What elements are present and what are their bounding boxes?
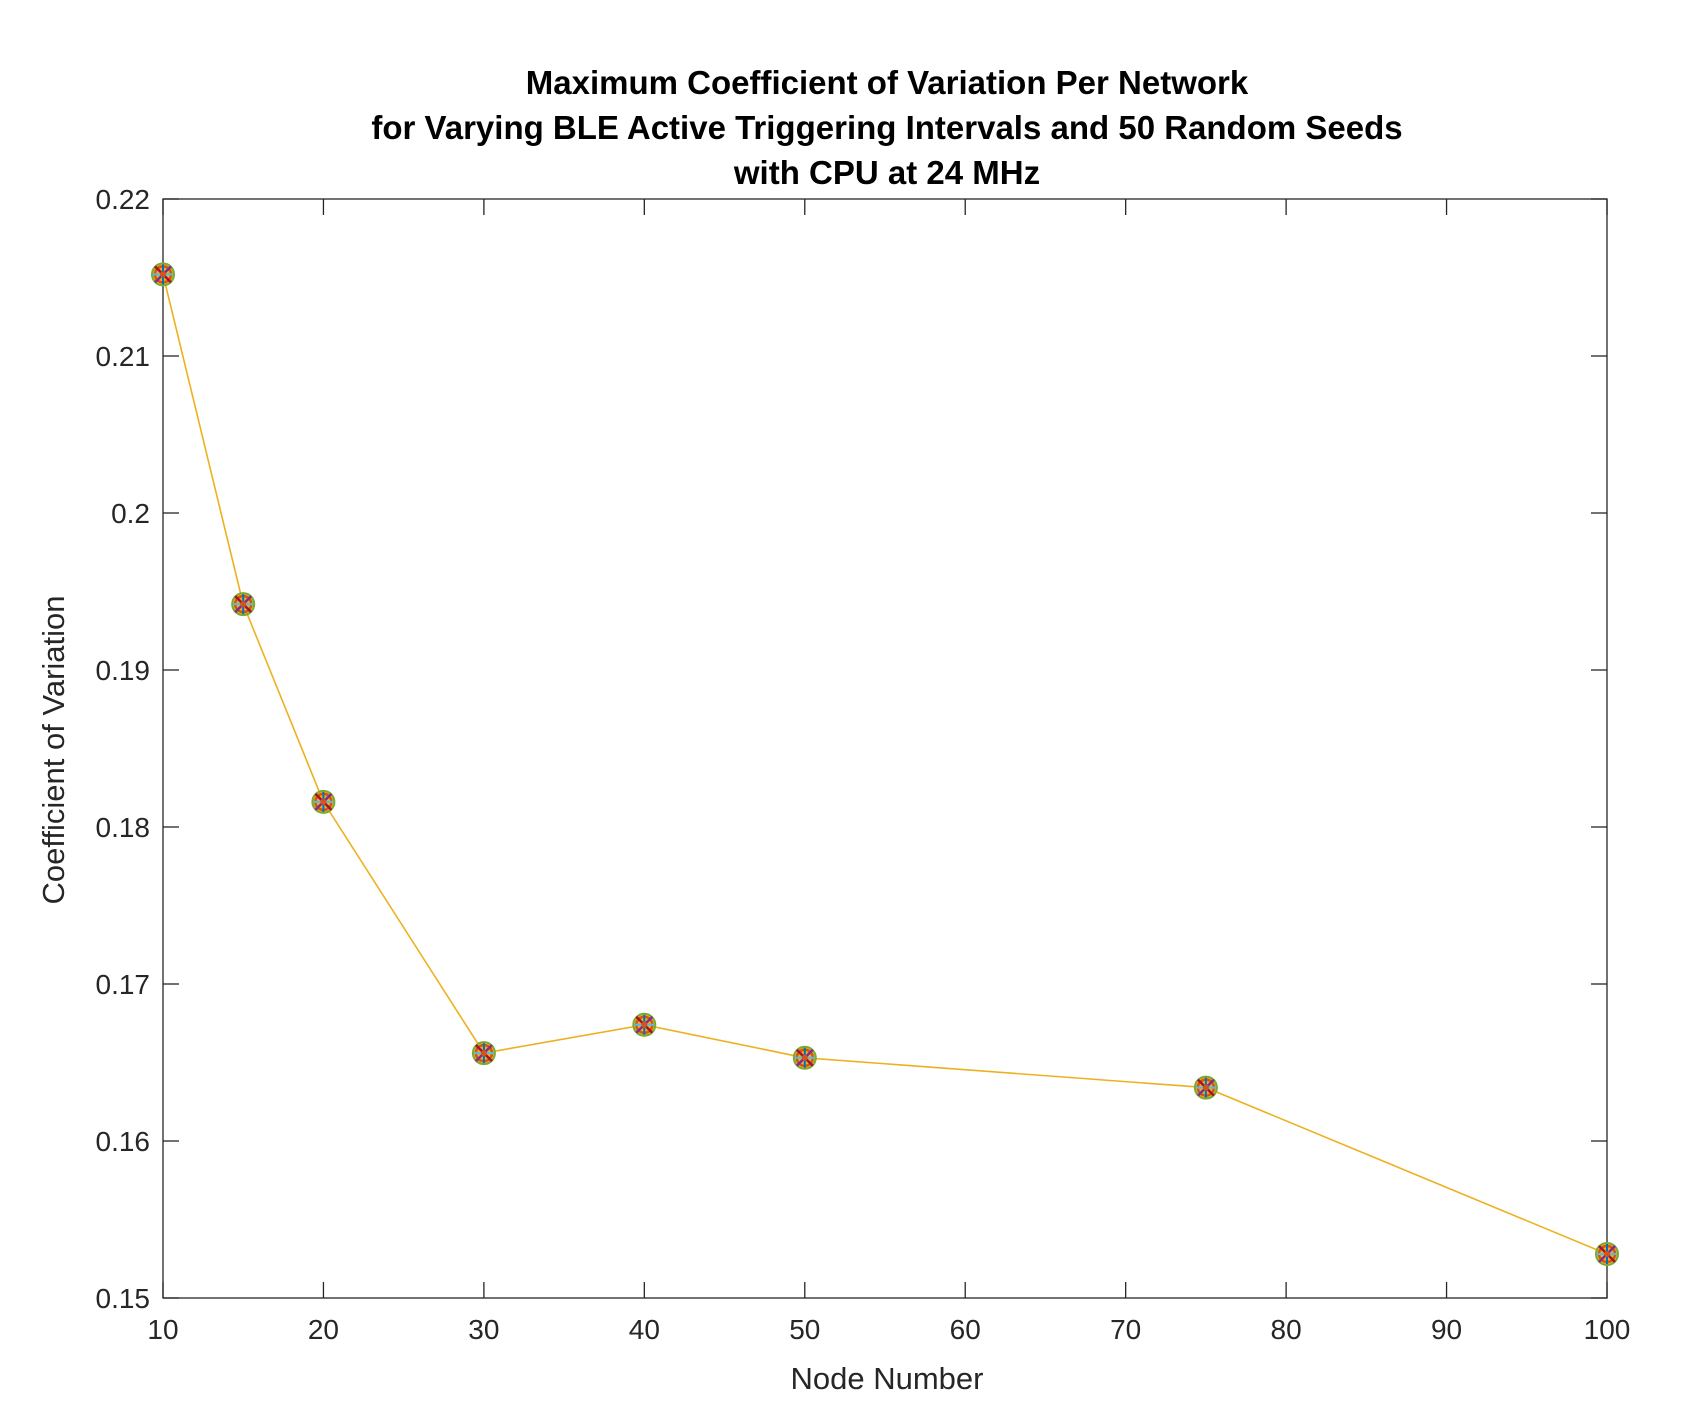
y-tick-label: 0.22 (96, 184, 151, 215)
data-point (792, 1045, 817, 1070)
chart-title: Maximum Coefficient of Variation Per Net… (371, 64, 1402, 191)
x-tick-label: 80 (1271, 1314, 1302, 1345)
data-point (632, 1012, 657, 1037)
data-point-marker (1202, 1084, 1209, 1091)
data-point-marker (641, 1021, 648, 1028)
data-point-marker (320, 798, 327, 805)
y-tick-label: 0.18 (96, 812, 151, 843)
y-tick-label: 0.21 (96, 341, 151, 372)
x-tick-label: 60 (950, 1314, 981, 1345)
data-point (231, 592, 256, 617)
data-point-marker (801, 1054, 808, 1061)
y-tick-label: 0.15 (96, 1283, 151, 1314)
data-point-marker (240, 601, 247, 608)
title-line-2: for Varying BLE Active Triggering Interv… (371, 109, 1402, 146)
plot-area: 10 20 30 40 50 60 70 80 90 100 0.15 0.16 0.17 0.18 0.1… (96, 184, 1631, 1345)
data-point (1595, 1242, 1619, 1266)
title-line-3: with CPU at 24 MHz (733, 154, 1040, 191)
y-tick-label: 0.16 (96, 1126, 151, 1157)
x-tick-label: 40 (629, 1314, 660, 1345)
x-tick-label: 90 (1431, 1314, 1462, 1345)
data-point (311, 789, 336, 814)
x-tick-label: 100 (1584, 1314, 1631, 1345)
series-line (162, 274, 1608, 1255)
axes-box (162, 198, 1608, 1299)
data-point (1193, 1075, 1218, 1100)
y-tick-label: 0.17 (96, 969, 151, 1000)
data-point (151, 262, 175, 287)
data-point-marker (480, 1050, 487, 1057)
x-tick-label: 10 (147, 1314, 178, 1345)
y-tick-label: 0.19 (96, 655, 151, 686)
data-point (471, 1041, 496, 1066)
y-axis-label: Coefficient of Variation (36, 595, 71, 904)
x-tick-label: 70 (1110, 1314, 1141, 1345)
x-tick-label: 20 (308, 1314, 339, 1345)
x-tick-label: 50 (789, 1314, 820, 1345)
x-axis-label: Node Number (791, 1361, 984, 1396)
y-tick-label: 0.2 (111, 498, 150, 529)
data-point-marker (1604, 1251, 1610, 1257)
x-tick-label: 30 (468, 1314, 499, 1345)
data-point-marker (160, 271, 166, 278)
title-line-1: Maximum Coefficient of Variation Per Net… (526, 64, 1249, 101)
